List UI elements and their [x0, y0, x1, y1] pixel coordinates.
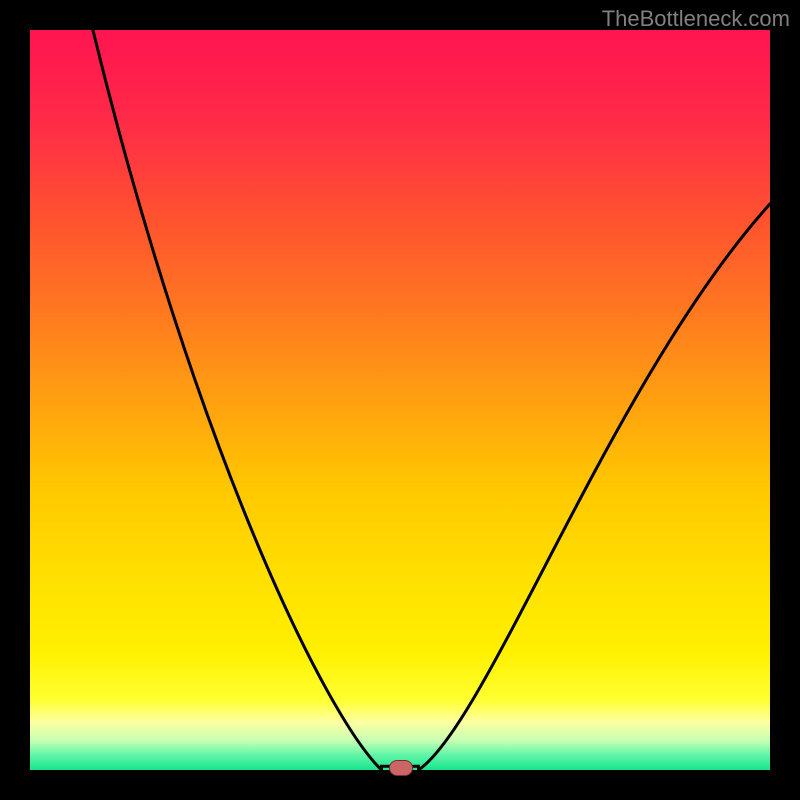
plot-area [30, 30, 770, 770]
bottleneck-marker [389, 760, 413, 776]
watermark-text: TheBottleneck.com [602, 6, 790, 32]
gradient-background [30, 30, 770, 770]
